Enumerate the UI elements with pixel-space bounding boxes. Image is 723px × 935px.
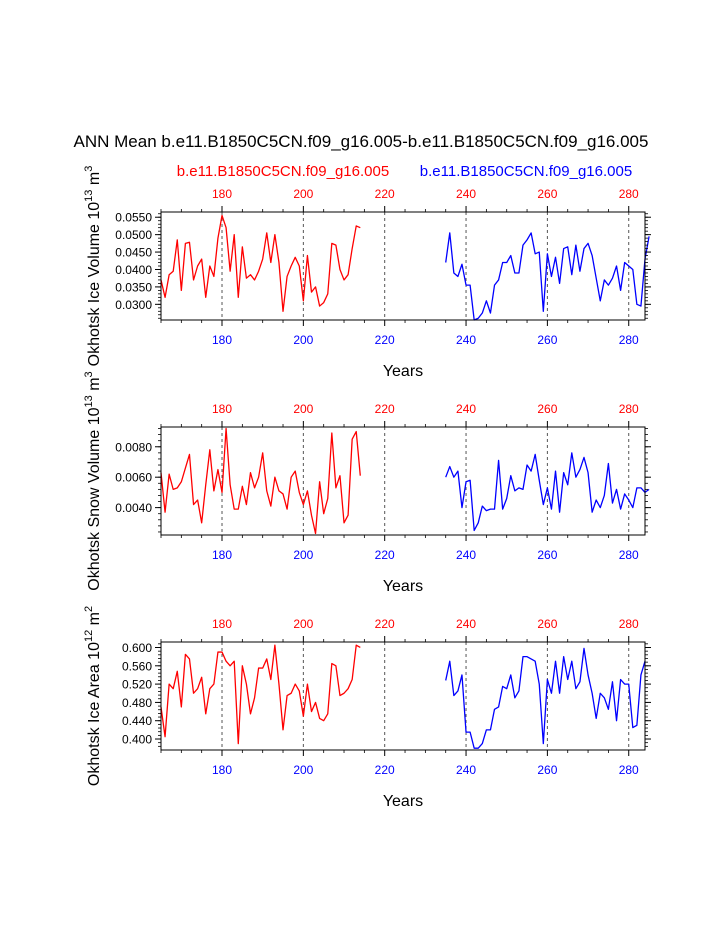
x-tick-label-top: 220: [375, 187, 395, 201]
series-line-case1: [160, 427, 361, 535]
y-tick-label: 0.0500: [115, 228, 152, 242]
x-axis-label: Years: [383, 363, 423, 380]
x-axis-label: Years: [383, 578, 423, 595]
legend-case2: b.e11.B1850C5CN.f09_g16.005: [420, 163, 632, 180]
y-axis-label-exponent: 13: [83, 190, 95, 202]
x-tick-label-bottom: 260: [537, 548, 557, 562]
y-tick-label: 0.0080: [115, 440, 152, 454]
y-tick-label: 0.0550: [115, 211, 152, 225]
x-tick-label-bottom: 280: [619, 548, 639, 562]
x-tick-label-top: 220: [375, 402, 395, 416]
y-tick-label: 0.480: [122, 696, 152, 710]
x-tick-label-top: 260: [537, 187, 557, 201]
x-tick-label-top: 260: [537, 617, 557, 631]
y-axis-label-text: Okhotsk Ice Area 10: [86, 642, 103, 786]
y-axis-label-exponent: 13: [83, 395, 95, 407]
legend-case1: b.e11.B1850C5CN.f09_g16.005: [177, 163, 389, 180]
y-axis-label-unit: m: [86, 172, 103, 190]
x-tick-label-top: 240: [456, 187, 476, 201]
x-tick-label-bottom: 200: [293, 333, 313, 347]
y-axis-label-text: Okhotsk Ice Volume 10: [86, 202, 103, 367]
y-axis-label: Okhotsk Ice Volume 1013 m3: [83, 166, 103, 367]
y-tick-label: 0.520: [122, 678, 152, 692]
x-tick-label-top: 180: [212, 402, 232, 416]
panel-1: 0.0300 0.0350 0.0400 0.0450 0.0500 0.0550 180 2…: [83, 166, 651, 380]
x-tick-label-bottom: 240: [456, 763, 476, 777]
y-axis-label-unit-exponent: 3: [83, 166, 95, 172]
y-tick-label: 0.0350: [115, 280, 152, 294]
y-tick-label: 0.560: [122, 659, 152, 673]
x-tick-label-bottom: 180: [212, 333, 232, 347]
x-tick-label-top: 220: [375, 617, 395, 631]
series-line-case1: [160, 644, 361, 745]
x-tick-label-bottom: 240: [456, 548, 476, 562]
series-line-case1: [160, 214, 361, 312]
series-line-case2: [445, 452, 650, 532]
panel-2: 0.0040 0.0060 0.0080 180 200 220 240 260 280 180 2…: [83, 371, 651, 595]
y-axis-label-unit: m: [86, 377, 103, 395]
y-axis-label-text: Okhotsk Snow Volume 10: [86, 407, 103, 590]
x-tick-label-top: 280: [619, 617, 639, 631]
y-tick-label: 0.440: [122, 714, 152, 728]
panels: 0.0300 0.0350 0.0400 0.0450 0.0500 0.0550 180 2…: [83, 166, 651, 810]
x-tick-label-bottom: 220: [375, 548, 395, 562]
y-axis-label: Okhotsk Ice Area 1012 m2: [83, 606, 103, 786]
x-axis-label: Years: [383, 793, 423, 810]
x-tick-label-bottom: 180: [212, 763, 232, 777]
x-tick-label-bottom: 260: [537, 763, 557, 777]
x-tick-label-top: 180: [212, 617, 232, 631]
y-axis-label-unit-exponent: 3: [83, 371, 95, 377]
plot-frame: [160, 641, 646, 751]
y-tick-label: 0.400: [122, 733, 152, 747]
y-tick-label: 0.0060: [115, 471, 152, 485]
x-tick-label-top: 200: [293, 187, 313, 201]
x-tick-label-top: 200: [293, 617, 313, 631]
x-tick-label-top: 280: [619, 187, 639, 201]
y-axis-label-unit: m: [86, 612, 103, 630]
y-axis-label-unit-exponent: 2: [83, 606, 95, 612]
x-tick-label-bottom: 280: [619, 763, 639, 777]
x-tick-label-bottom: 200: [293, 763, 313, 777]
x-tick-label-bottom: 220: [375, 763, 395, 777]
y-tick-label: 0.600: [122, 641, 152, 655]
x-tick-label-top: 180: [212, 187, 232, 201]
series-line-case2: [445, 647, 646, 749]
plot-frame: [160, 426, 646, 536]
x-tick-label-bottom: 280: [619, 333, 639, 347]
panel-3: 0.400 0.440 0.480 0.520 0.560 0.600 180 200 220 2…: [83, 606, 651, 810]
x-tick-label-bottom: 180: [212, 548, 232, 562]
series-line-case2: [445, 232, 650, 321]
y-tick-label: 0.0040: [115, 501, 152, 515]
x-tick-label-top: 260: [537, 402, 557, 416]
x-tick-label-bottom: 220: [375, 333, 395, 347]
chart-title: ANN Mean b.e11.B1850C5CN.f09_g16.005-b.e…: [74, 132, 649, 151]
y-tick-label: 0.0300: [115, 298, 152, 312]
x-tick-label-bottom: 260: [537, 333, 557, 347]
y-axis-label-exponent: 12: [83, 630, 95, 642]
x-tick-label-bottom: 200: [293, 548, 313, 562]
x-tick-label-bottom: 240: [456, 333, 476, 347]
x-tick-label-top: 240: [456, 402, 476, 416]
x-tick-label-top: 200: [293, 402, 313, 416]
y-tick-label: 0.0400: [115, 263, 152, 277]
x-tick-label-top: 280: [619, 402, 639, 416]
y-axis-label: Okhotsk Snow Volume 1013 m3: [83, 371, 103, 590]
y-tick-label: 0.0450: [115, 246, 152, 260]
x-tick-label-top: 240: [456, 617, 476, 631]
